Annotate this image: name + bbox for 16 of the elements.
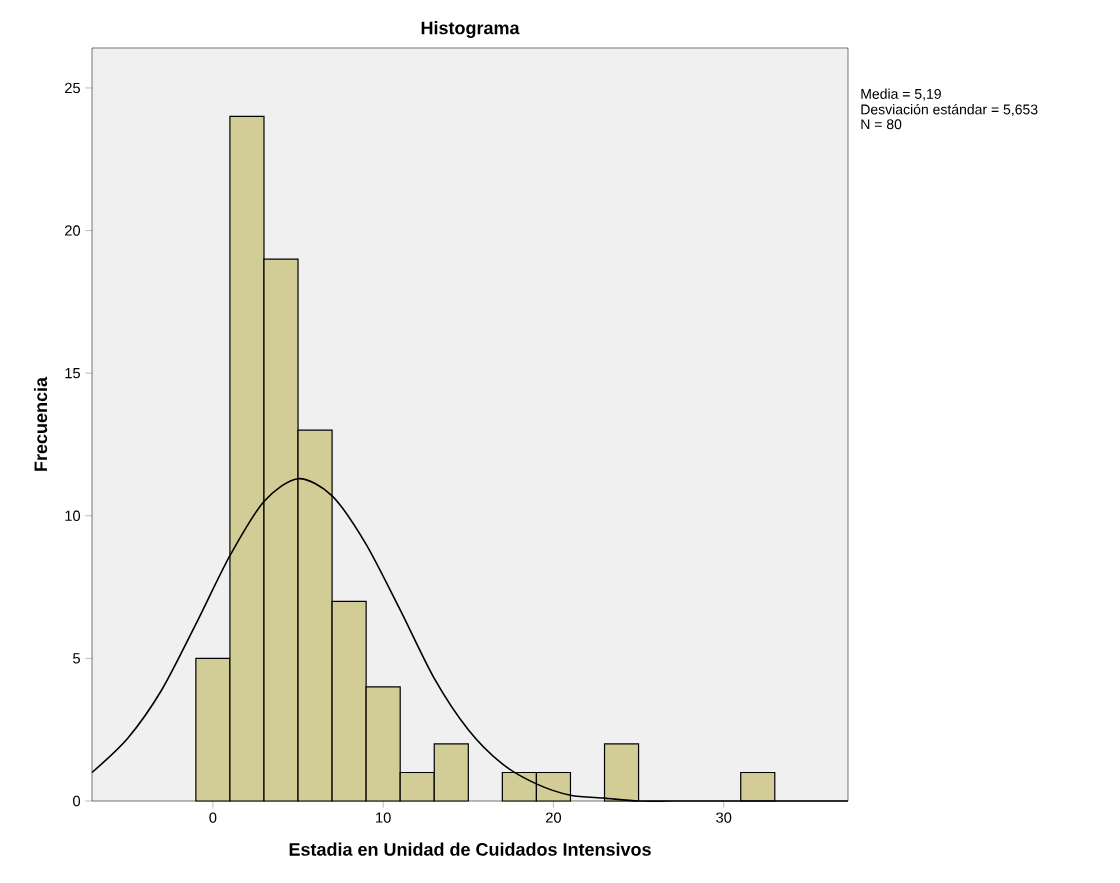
x-axis-title: Estadia en Unidad de Cuidados Intensivos: [289, 842, 651, 856]
chart-title: Histograma: [421, 21, 520, 38]
x-tick-label: 20: [546, 812, 562, 823]
y-tick-label: 15: [65, 368, 80, 379]
x-tick-label: 30: [716, 812, 732, 823]
text: N = 80: [861, 119, 902, 130]
y-tick-label: 5: [73, 653, 80, 664]
text: Media = 5,19: [861, 88, 941, 101]
y-tick-label: 20: [65, 225, 81, 236]
y-tick-label: 10: [65, 510, 81, 521]
text: Desviación estándar = 5,653: [861, 103, 1038, 117]
y-tick-label: 0: [73, 795, 81, 807]
y-axis-title: Frecuencia: [33, 376, 48, 471]
x-tick-label: 10: [376, 812, 391, 823]
y-tick-label: 25: [65, 82, 80, 94]
x-tick-label: 0: [209, 812, 217, 823]
